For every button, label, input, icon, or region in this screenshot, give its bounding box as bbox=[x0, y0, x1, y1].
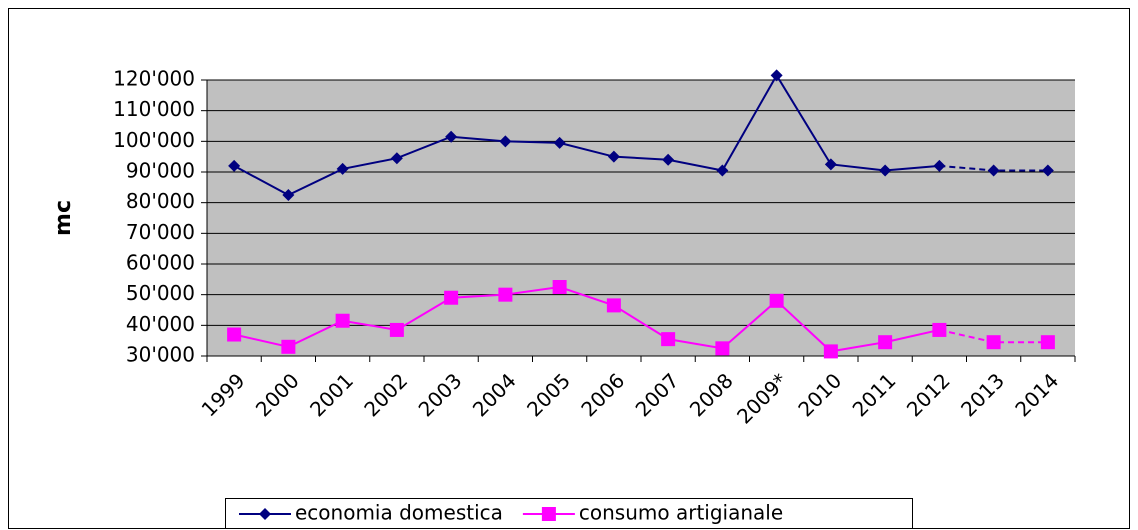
point bbox=[445, 130, 458, 143]
point bbox=[499, 135, 512, 148]
point bbox=[553, 136, 566, 149]
point bbox=[607, 150, 620, 163]
legend-label: economia domestica bbox=[295, 501, 503, 525]
y-tick-label: 50'000 bbox=[126, 281, 195, 305]
plot-area bbox=[207, 80, 1075, 356]
point bbox=[281, 339, 296, 354]
point bbox=[1041, 164, 1054, 177]
point bbox=[228, 159, 241, 172]
point bbox=[715, 341, 730, 356]
point bbox=[661, 332, 676, 347]
point bbox=[716, 164, 729, 177]
y-tick-label: 100'000 bbox=[113, 128, 195, 152]
series-line bbox=[233, 73, 940, 197]
point bbox=[933, 159, 946, 172]
point bbox=[823, 344, 838, 359]
y-tick-label: 30'000 bbox=[126, 343, 195, 367]
point bbox=[662, 153, 675, 166]
y-tick-label: 120'000 bbox=[113, 67, 195, 91]
point bbox=[227, 327, 242, 342]
y-tick-label: 110'000 bbox=[113, 97, 195, 121]
point bbox=[498, 287, 513, 302]
point bbox=[552, 280, 567, 294]
point bbox=[335, 313, 350, 328]
y-tick-label: 90'000 bbox=[126, 159, 195, 183]
point bbox=[986, 335, 1001, 350]
point bbox=[824, 158, 837, 171]
point bbox=[282, 189, 295, 201]
point bbox=[987, 164, 1000, 177]
y-tick-label: 80'000 bbox=[126, 189, 195, 213]
legend-marker bbox=[541, 507, 556, 521]
legend-marker bbox=[259, 508, 271, 520]
point bbox=[932, 322, 947, 337]
y-tick-label: 40'000 bbox=[126, 312, 195, 336]
y-tick-label: 70'000 bbox=[126, 220, 195, 244]
point bbox=[770, 69, 783, 82]
point bbox=[389, 322, 404, 337]
y-tick-label: 60'000 bbox=[126, 251, 195, 275]
point bbox=[606, 298, 621, 313]
y-axis-label: mc bbox=[51, 200, 76, 236]
point bbox=[336, 162, 349, 175]
point bbox=[769, 293, 784, 308]
series-line bbox=[233, 285, 940, 353]
legend-label: consumo artigianale bbox=[579, 501, 783, 525]
point bbox=[390, 152, 403, 165]
point bbox=[878, 335, 893, 350]
point bbox=[1040, 335, 1055, 350]
point bbox=[444, 290, 459, 305]
point bbox=[879, 164, 892, 177]
